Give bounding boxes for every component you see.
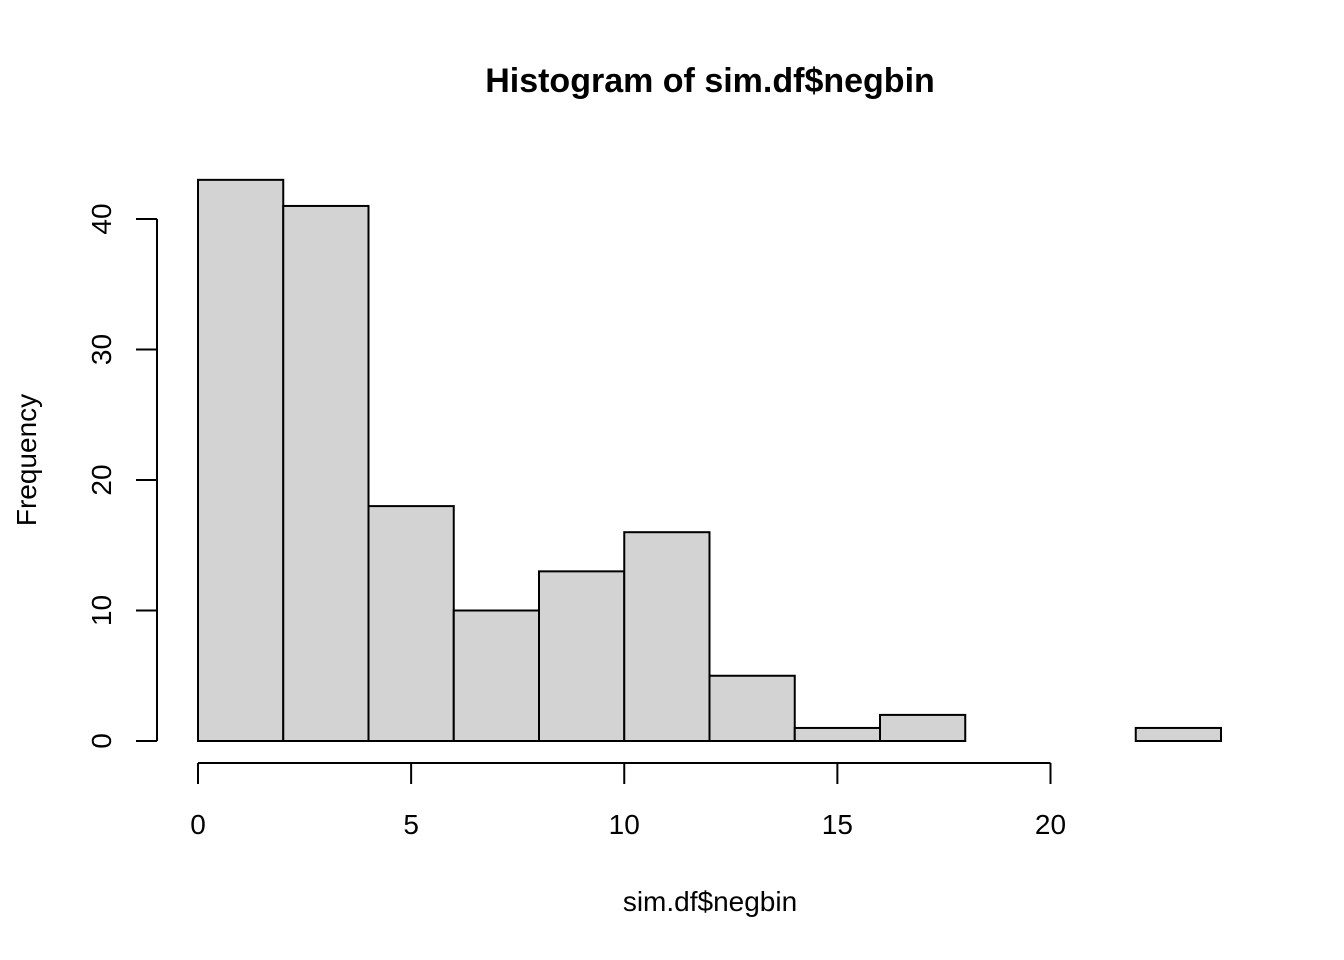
x-tick-label: 10 <box>609 809 640 840</box>
histogram-bar <box>708 674 796 742</box>
histogram-bar <box>197 178 285 743</box>
histogram-bar <box>282 204 370 742</box>
histogram-bar <box>538 570 626 742</box>
x-tick-label: 15 <box>822 809 853 840</box>
y-tick-label: 40 <box>86 203 117 234</box>
y-tick-label: 30 <box>86 334 117 365</box>
histogram-bar <box>879 713 967 743</box>
x-tick-label: 20 <box>1035 809 1066 840</box>
y-axis: 0 10 20 30 40 <box>86 203 158 749</box>
histogram-bar <box>793 726 881 743</box>
y-tick-label: 10 <box>86 595 117 626</box>
histogram-bar <box>623 531 711 743</box>
histogram-bars <box>197 178 1222 743</box>
x-axis-label: sim.df$negbin <box>623 886 797 917</box>
histogram-bar <box>367 505 455 742</box>
histogram-bar <box>1134 726 1222 743</box>
y-axis-label: Frequency <box>11 394 42 526</box>
y-tick-label: 0 <box>86 733 117 749</box>
chart-title: Histogram of sim.df$negbin <box>485 62 935 100</box>
x-axis: 0 5 10 15 20 <box>190 762 1066 840</box>
x-tick-label: 5 <box>403 809 419 840</box>
x-tick-label: 0 <box>190 809 206 840</box>
histogram-bar <box>452 609 540 742</box>
y-tick-label: 20 <box>86 464 117 495</box>
